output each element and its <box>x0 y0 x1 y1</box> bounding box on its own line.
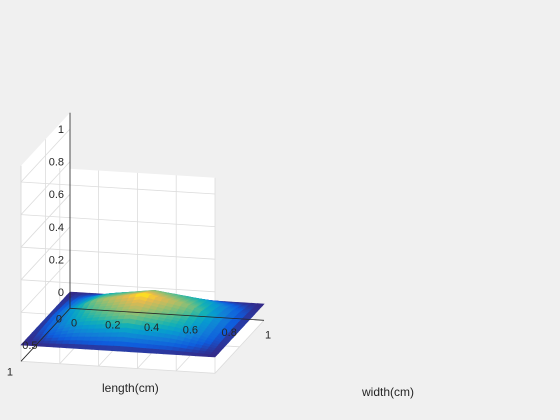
y-axis-label: length(cm) <box>102 381 159 395</box>
x-tick-label: 0.6 <box>183 325 198 337</box>
y-tick-label: 1 <box>7 366 13 378</box>
x-tick-label: 1 <box>265 329 271 341</box>
z-tick-label: 1 <box>58 124 64 136</box>
y-tick-label: 0 <box>56 313 62 325</box>
axis-tick-labels: 0 0.2 0.4 0.6 0.8 1 0 0.5 1 0 0.2 0.4 0.6 0.8 1 <box>7 124 271 378</box>
grid-line-z <box>20 279 216 293</box>
x-tick-label: 0.8 <box>222 327 237 339</box>
z-tick-label: 0.6 <box>49 189 64 201</box>
z-tick-label: 0.4 <box>49 222 64 234</box>
grid-line-z <box>20 246 216 260</box>
grid-line-z <box>20 181 216 195</box>
z-tick-label: 0.2 <box>49 254 64 266</box>
z-tick-label: 0.8 <box>49 157 64 169</box>
grid-line-z <box>20 214 216 227</box>
x-tick-label: 0.4 <box>144 322 159 334</box>
y-axis-line <box>20 308 71 362</box>
y-tick-label: 0.5 <box>22 340 37 352</box>
x-tick-label: 0 <box>71 317 77 329</box>
surface-plot <box>20 289 265 358</box>
x-tick-label: 0.2 <box>105 320 120 332</box>
x-axis-line <box>69 307 265 321</box>
x-axis-label: width(cm) <box>361 385 414 399</box>
z-tick-label: 0 <box>58 287 64 299</box>
surface-cell <box>20 342 30 346</box>
axes-box-edges <box>20 112 265 362</box>
grid-line-y <box>20 360 216 374</box>
